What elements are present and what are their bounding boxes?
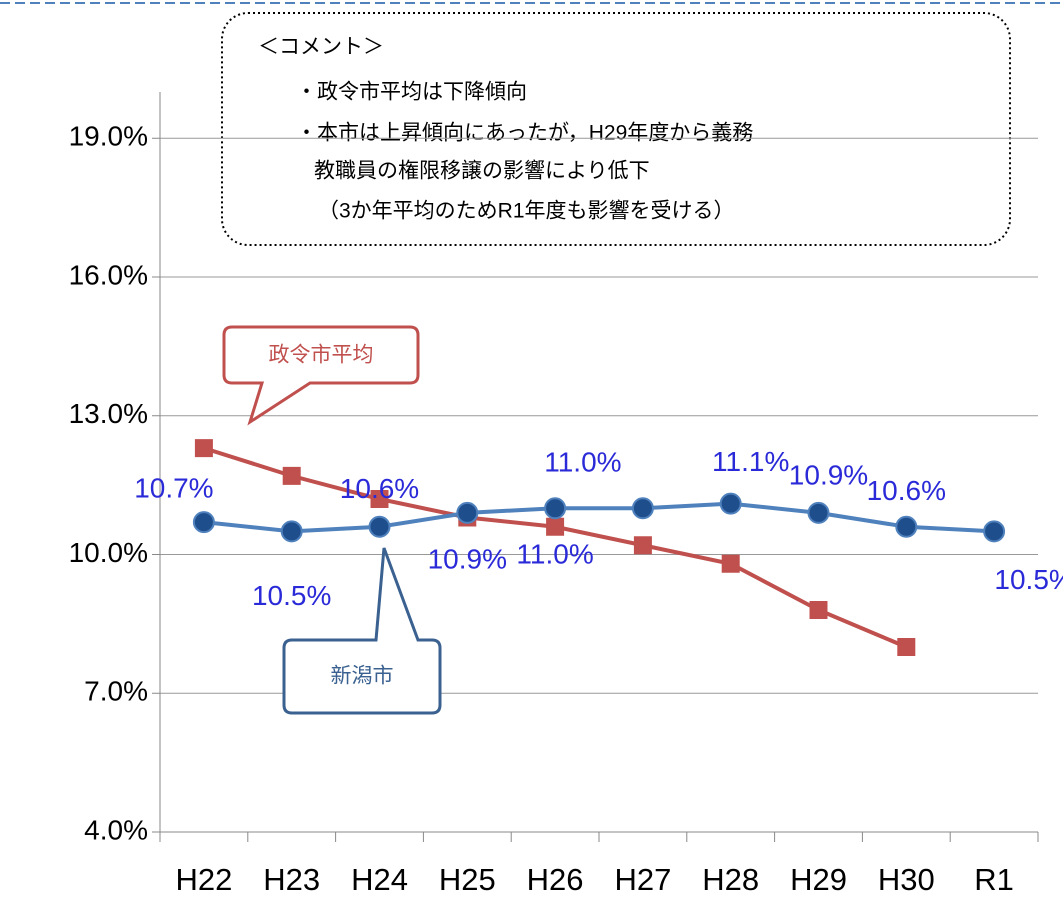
y-tick-label: 7.0% — [84, 676, 148, 707]
callout-box — [282, 547, 442, 715]
data-label: 10.6% — [340, 473, 419, 504]
comment-line: （3か年平均のためR1年度も影響を受ける） — [318, 200, 735, 223]
x-tick-label: H30 — [878, 862, 935, 897]
data-label: 10.5% — [252, 580, 331, 611]
x-tick-label: H23 — [263, 862, 320, 897]
point — [895, 515, 918, 538]
data-label: 11.0% — [544, 447, 621, 478]
x-tick-label: H22 — [175, 862, 232, 897]
x-tick-label: R1 — [974, 862, 1014, 897]
x-tick-label: H27 — [614, 862, 671, 897]
callout-label: 新潟市 — [331, 665, 394, 688]
y-tick-label: 13.0% — [69, 398, 148, 429]
point — [721, 554, 740, 573]
point — [807, 501, 830, 524]
x-tick-label: H26 — [527, 862, 584, 897]
point — [194, 439, 213, 458]
point — [456, 501, 479, 524]
point — [546, 517, 565, 536]
data-label: 11.1% — [712, 446, 789, 477]
point — [631, 497, 654, 520]
point — [897, 638, 916, 656]
y-tick-label: 16.0% — [69, 259, 148, 290]
callout-box — [222, 325, 420, 426]
x-tick-label: H28 — [702, 862, 759, 897]
series-line — [203, 501, 995, 534]
x-tick-label: H25 — [439, 862, 496, 897]
y-tick-label: 10.0% — [69, 537, 148, 568]
data-label: 11.0% — [516, 539, 593, 570]
point — [983, 520, 1006, 543]
x-tick-label: H29 — [790, 862, 847, 897]
comment-line: 教職員の権限移譲の影響により低下 — [314, 160, 650, 183]
data-label: 10.6% — [867, 475, 946, 506]
y-tick-label: 4.0% — [84, 814, 148, 845]
point — [192, 511, 215, 534]
point — [809, 601, 828, 619]
x-tick-label: H24 — [351, 862, 408, 897]
comment-title: ＜コメント＞ — [258, 36, 384, 59]
comment-line: ・本市は上昇傾向にあったが，H29年度から義務 — [296, 122, 753, 145]
comment-box — [221, 12, 1011, 246]
comment-line: ・政令市平均は下降傾向 — [296, 81, 527, 104]
point — [282, 466, 301, 485]
point — [633, 536, 652, 555]
point — [368, 515, 391, 538]
data-label: 10.9% — [428, 543, 507, 574]
point — [544, 497, 567, 520]
y-tick-label: 19.0% — [69, 121, 148, 152]
data-label: 10.9% — [789, 459, 868, 490]
point — [719, 492, 742, 515]
data-label: 10.7% — [134, 473, 213, 504]
callout-label: 政令市平均 — [269, 344, 374, 367]
point — [280, 520, 303, 543]
data-label: 10.5% — [994, 564, 1063, 595]
point — [370, 490, 389, 508]
